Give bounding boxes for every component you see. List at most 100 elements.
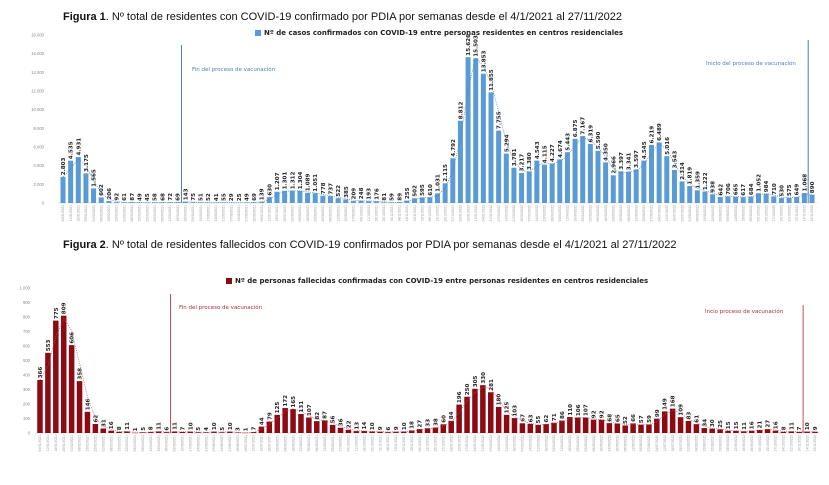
bar (465, 57, 471, 203)
data-label: 9 (813, 426, 819, 430)
bar (717, 429, 723, 433)
y-tick-label: 12.000 (31, 89, 44, 94)
data-label: 45 (145, 193, 151, 201)
x-tick-label: 04/07/2022 (657, 205, 661, 222)
x-tick-label: 07/02/2022 (497, 205, 501, 222)
data-label: 5 (220, 427, 226, 431)
data-label: 1.052 (757, 174, 763, 192)
data-label: 62 (544, 415, 550, 423)
data-label: 27 (418, 420, 424, 428)
bar (763, 193, 769, 203)
x-tick-label: 24/01/2022 (482, 205, 486, 222)
x-tick-label: 18/04/2022 (573, 205, 577, 222)
bar (335, 198, 341, 203)
bar (794, 196, 800, 203)
x-tick-label: 22/03/2021 (145, 205, 149, 222)
data-label: 146 (85, 399, 91, 411)
figure1-legend: Nº de casos confirmados con COVID-19 ent… (255, 29, 623, 37)
bar (473, 58, 479, 204)
data-label: 34 (702, 419, 708, 427)
bar (424, 428, 431, 433)
data-label: 4.227 (550, 144, 556, 162)
x-tick-label: 11/04/2022 (566, 205, 570, 221)
data-label: 7 (180, 427, 186, 431)
bar (377, 431, 383, 433)
x-tick-label: 07/06/2021 (229, 205, 233, 222)
x-tick-label: 10/01/2022 (457, 435, 461, 452)
y-tick-label: 8.000 (34, 126, 45, 131)
x-tick-label: 04/04/2022 (552, 435, 556, 452)
data-label: 606 (70, 332, 76, 344)
x-tick-label: 08/02/2021 (78, 435, 82, 452)
bar (227, 431, 233, 433)
bar (435, 193, 440, 203)
y-tick-label: 1.000 (20, 286, 31, 291)
x-tick-label: 16/08/2021 (306, 205, 310, 222)
bar (366, 201, 372, 203)
data-label: 684 (749, 183, 755, 195)
x-tick-label: 21/02/2022 (512, 205, 516, 222)
bar (312, 193, 318, 203)
data-label: 984 (764, 181, 770, 193)
data-label: 3.781 (512, 148, 518, 166)
x-tick-label: 08/08/2022 (696, 205, 700, 222)
x-tick-label: 21/03/2022 (543, 205, 547, 222)
bar (740, 197, 746, 203)
data-label: 9 (394, 426, 400, 430)
bar (297, 190, 303, 203)
x-tick-label: 06/09/2021 (315, 435, 319, 452)
x-tick-label: 11/07/2022 (663, 435, 667, 451)
bar (328, 196, 333, 203)
x-tick-label: 09/08/2021 (283, 435, 287, 452)
bar (741, 431, 747, 433)
data-label: 172 (283, 395, 289, 407)
x-tick-label: 17/01/2022 (474, 205, 478, 222)
x-tick-label: 04/10/2021 (359, 205, 363, 222)
data-label: 206 (107, 188, 113, 200)
x-tick-label: 25/10/2021 (370, 435, 374, 452)
bar (725, 196, 731, 203)
bar (442, 183, 448, 203)
data-label: 8 (117, 426, 123, 430)
x-tick-label: 25/01/2021 (84, 205, 88, 222)
bar (733, 196, 739, 203)
bar (702, 191, 708, 203)
data-label: 4.545 (642, 141, 648, 159)
x-tick-label: 26/04/2021 (184, 205, 188, 222)
x-tick-label: 20/06/2022 (639, 435, 643, 452)
bar (60, 315, 67, 433)
bar (401, 431, 407, 433)
data-label: 4 (204, 427, 210, 431)
bar (266, 197, 272, 203)
x-tick-label: 06/12/2021 (418, 435, 422, 452)
bar (456, 404, 462, 433)
x-tick-label: 08/11/2021 (398, 205, 402, 221)
bar (646, 424, 652, 433)
bar (669, 408, 676, 433)
bar (567, 417, 573, 433)
data-label: 595 (420, 184, 426, 196)
x-tick-label: 01/02/2021 (92, 205, 96, 222)
data-label: 3.341 (627, 152, 633, 170)
bar (108, 430, 114, 433)
data-label: 61 (694, 415, 700, 423)
x-tick-label: 15/08/2022 (703, 435, 707, 452)
x-tick-label: 24/05/2021 (196, 435, 200, 452)
bar (76, 381, 83, 433)
bar (343, 199, 349, 203)
data-label: 87 (130, 193, 136, 201)
y-tick-label: 16.000 (31, 51, 44, 56)
data-label: 575 (787, 184, 793, 196)
x-tick-label: 12/07/2021 (252, 435, 256, 452)
x-tick-label: 05/04/2021 (141, 435, 145, 452)
data-label: 143 (183, 188, 189, 200)
trendline (39, 317, 816, 434)
data-label: 8.812 (458, 101, 464, 119)
data-label: 3.597 (634, 150, 640, 168)
x-tick-label: 25/10/2021 (382, 205, 386, 222)
data-label: 149 (663, 398, 669, 410)
data-label: 10 (805, 422, 811, 430)
data-label: 385 (344, 186, 350, 198)
data-label: 52 (206, 193, 212, 201)
figure1-annotation-right: Inicio del proceso de vacunación (706, 61, 796, 67)
